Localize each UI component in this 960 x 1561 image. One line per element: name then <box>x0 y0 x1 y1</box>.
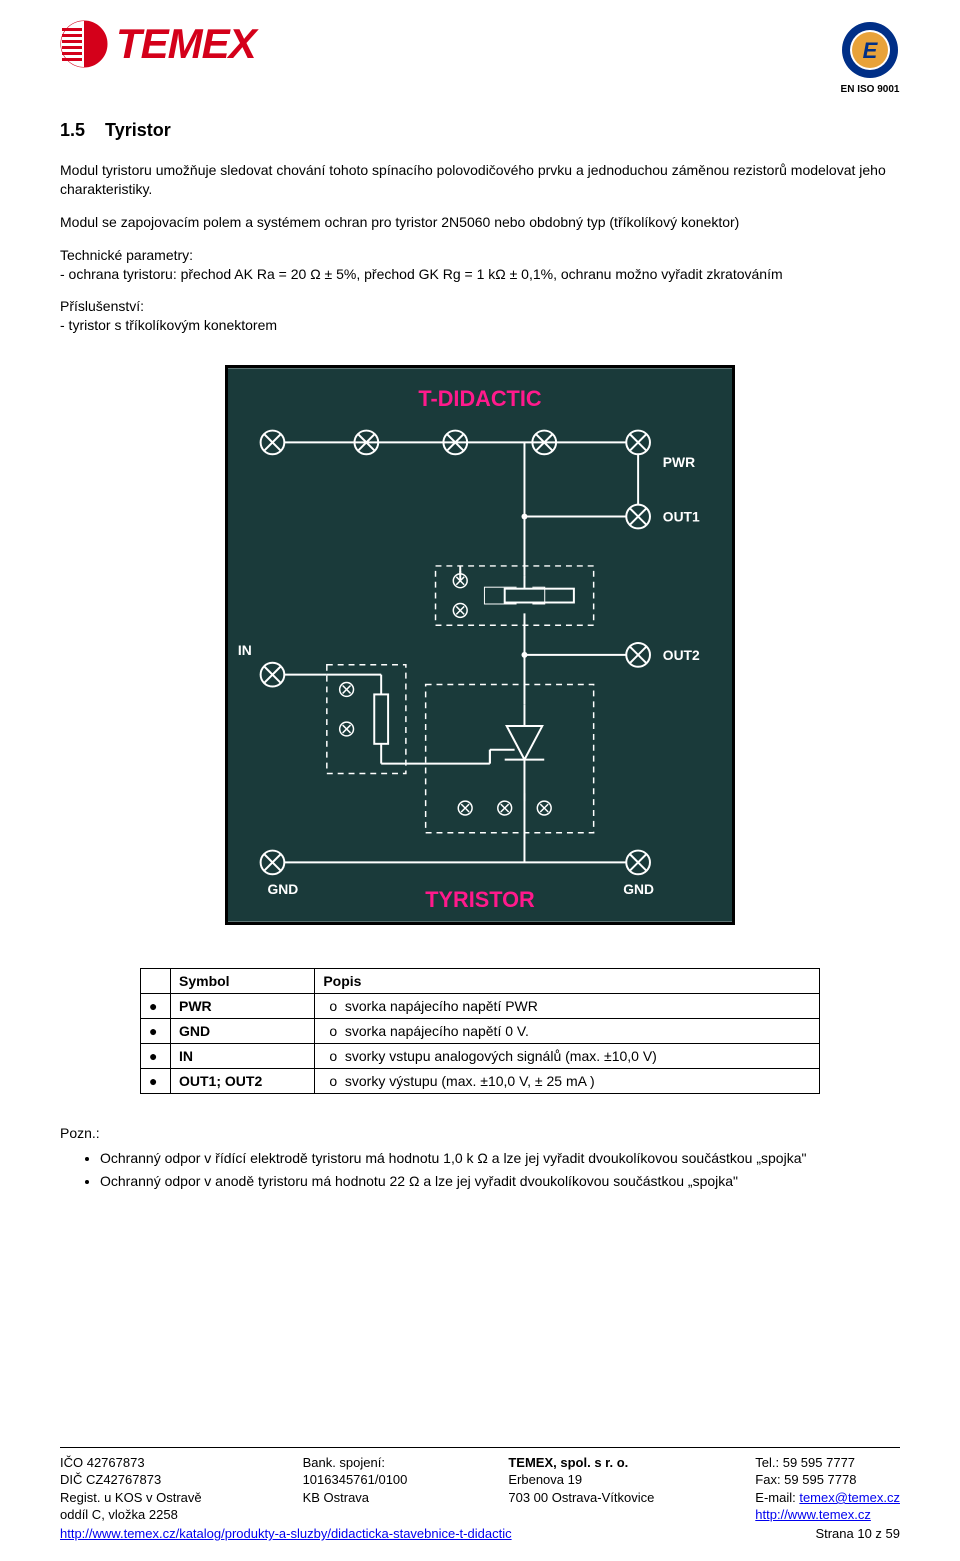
footer-email-label: E-mail: <box>755 1490 799 1505</box>
tyristor-diagram: T-DIDACTIC TYRISTOR PWR OUT1 OUT2 IN GND GND <box>225 365 735 925</box>
cert-label: EN ISO 9001 <box>840 84 900 95</box>
section-title: Tyristor <box>105 120 171 140</box>
footer-text: KB Ostrava <box>303 1489 408 1507</box>
tech-params: Technické parametry: - ochrana tyristoru… <box>60 246 900 284</box>
cert-badge: E EN ISO 9001 <box>840 20 900 95</box>
footer-text: IČO 42767873 <box>60 1454 202 1472</box>
footer-text: 1016345761/0100 <box>303 1471 408 1489</box>
intro-paragraph-2: Modul se zapojovacím polem a systémem oc… <box>60 213 900 232</box>
cert-icon: E <box>840 20 900 80</box>
footer-text: oddíl C, vložka 2258 <box>60 1506 202 1524</box>
svg-text:GND: GND <box>268 881 299 897</box>
symbol-cell: PWR <box>171 994 315 1019</box>
footer-text: Fax: 59 595 7778 <box>755 1471 900 1489</box>
intro-paragraph-1: Modul tyristoru umožňuje sledovat chován… <box>60 161 900 199</box>
desc-text: svorky vstupu analogových signálů (max. … <box>345 1048 657 1064</box>
bullet-icon: ● <box>141 1019 171 1044</box>
page-number: Strana 10 z 59 <box>815 1526 900 1541</box>
footer-web-link[interactable]: http://www.temex.cz <box>755 1507 871 1522</box>
tech-params-line: - ochrana tyristoru: přechod AK Ra = 20 … <box>60 265 900 284</box>
bullet-icon: ● <box>141 1069 171 1094</box>
footer-catalog-link[interactable]: http://www.temex.cz/katalog/produkty-a-s… <box>60 1526 512 1541</box>
footer-text: Tel.: 59 595 7777 <box>755 1454 900 1472</box>
bullet-icon: ● <box>141 994 171 1019</box>
brand-icon <box>60 20 108 68</box>
accessories-line: - tyristor s tříkolíkovým konektorem <box>60 316 900 335</box>
footer-col-bank: Bank. spojení: 1016345761/0100 KB Ostrav… <box>303 1454 408 1524</box>
footer-text: Erbenova 19 <box>508 1471 654 1489</box>
footer-text: TEMEX, spol. s r. o. <box>508 1454 654 1472</box>
section-heading: 1.5 Tyristor <box>60 120 900 141</box>
table-row: ● PWR o svorka napájecího napětí PWR <box>141 994 820 1019</box>
footer-col-company: IČO 42767873 DIČ CZ42767873 Regist. u KO… <box>60 1454 202 1524</box>
footer-text: E-mail: temex@temex.cz <box>755 1489 900 1507</box>
svg-text:T-DIDACTIC: T-DIDACTIC <box>418 386 541 411</box>
brand-name: TEMEX <box>116 20 256 68</box>
svg-text:OUT2: OUT2 <box>663 647 700 663</box>
page-footer: IČO 42767873 DIČ CZ42767873 Regist. u KO… <box>60 1447 900 1541</box>
bullet-icon: ● <box>141 1044 171 1069</box>
svg-text:GND: GND <box>623 881 654 897</box>
footer-text: 703 00 Ostrava-Vítkovice <box>508 1489 654 1507</box>
symbol-table: Symbol Popis ● PWR o svorka napájecího n… <box>140 968 820 1094</box>
desc-text: svorky výstupu (max. ±10,0 V, ± 25 mA ) <box>345 1073 595 1089</box>
desc-cell: o svorka napájecího napětí PWR <box>315 994 820 1019</box>
svg-text:OUT1: OUT1 <box>663 509 700 525</box>
desc-cell: o svorka napájecího napětí 0 V. <box>315 1019 820 1044</box>
diagram-container: T-DIDACTIC TYRISTOR PWR OUT1 OUT2 IN GND GND <box>60 365 900 928</box>
footer-col-address: TEMEX, spol. s r. o. Erbenova 19 703 00 … <box>508 1454 654 1524</box>
page-header: TEMEX E EN ISO 9001 <box>60 20 900 95</box>
tech-params-head: Technické parametry: <box>60 246 900 265</box>
symbol-cell: IN <box>171 1044 315 1069</box>
desc-cell: o svorky vstupu analogových signálů (max… <box>315 1044 820 1069</box>
svg-text:TYRISTOR: TYRISTOR <box>425 887 535 912</box>
footer-col-contact: Tel.: 59 595 7777 Fax: 59 595 7778 E-mai… <box>755 1454 900 1524</box>
desc-text: svorka napájecího napětí PWR <box>345 998 538 1014</box>
note-heading: Pozn.: <box>60 1124 900 1143</box>
desc-text: svorka napájecího napětí 0 V. <box>345 1023 529 1039</box>
table-header-row: Symbol Popis <box>141 969 820 994</box>
table-row: ● GND o svorka napájecího napětí 0 V. <box>141 1019 820 1044</box>
svg-text:PWR: PWR <box>663 454 695 470</box>
section-number: 1.5 <box>60 120 85 140</box>
table-header-popis: Popis <box>315 969 820 994</box>
notes-list: Ochranný odpor v řídící elektrodě tyrist… <box>60 1149 900 1191</box>
svg-text:IN: IN <box>238 642 252 658</box>
accessories: Příslušenství: - tyristor s tříkolíkovým… <box>60 297 900 335</box>
table-row: ● IN o svorky vstupu analogových signálů… <box>141 1044 820 1069</box>
footer-email-link[interactable]: temex@temex.cz <box>799 1490 900 1505</box>
note-item: Ochranný odpor v anodě tyristoru má hodn… <box>100 1172 900 1191</box>
footer-text: DIČ CZ42767873 <box>60 1471 202 1489</box>
table-header-symbol: Symbol <box>171 969 315 994</box>
table-header-blank <box>141 969 171 994</box>
note-item: Ochranný odpor v řídící elektrodě tyrist… <box>100 1149 900 1168</box>
accessories-head: Příslušenství: <box>60 297 900 316</box>
table-row: ● OUT1; OUT2 o svorky výstupu (max. ±10,… <box>141 1069 820 1094</box>
symbol-cell: GND <box>171 1019 315 1044</box>
footer-text: Regist. u KOS v Ostravě <box>60 1489 202 1507</box>
symbol-cell: OUT1; OUT2 <box>171 1069 315 1094</box>
brand-logo: TEMEX <box>60 20 256 68</box>
footer-text: Bank. spojení: <box>303 1454 408 1472</box>
desc-cell: o svorky výstupu (max. ±10,0 V, ± 25 mA … <box>315 1069 820 1094</box>
svg-text:E: E <box>863 38 879 63</box>
